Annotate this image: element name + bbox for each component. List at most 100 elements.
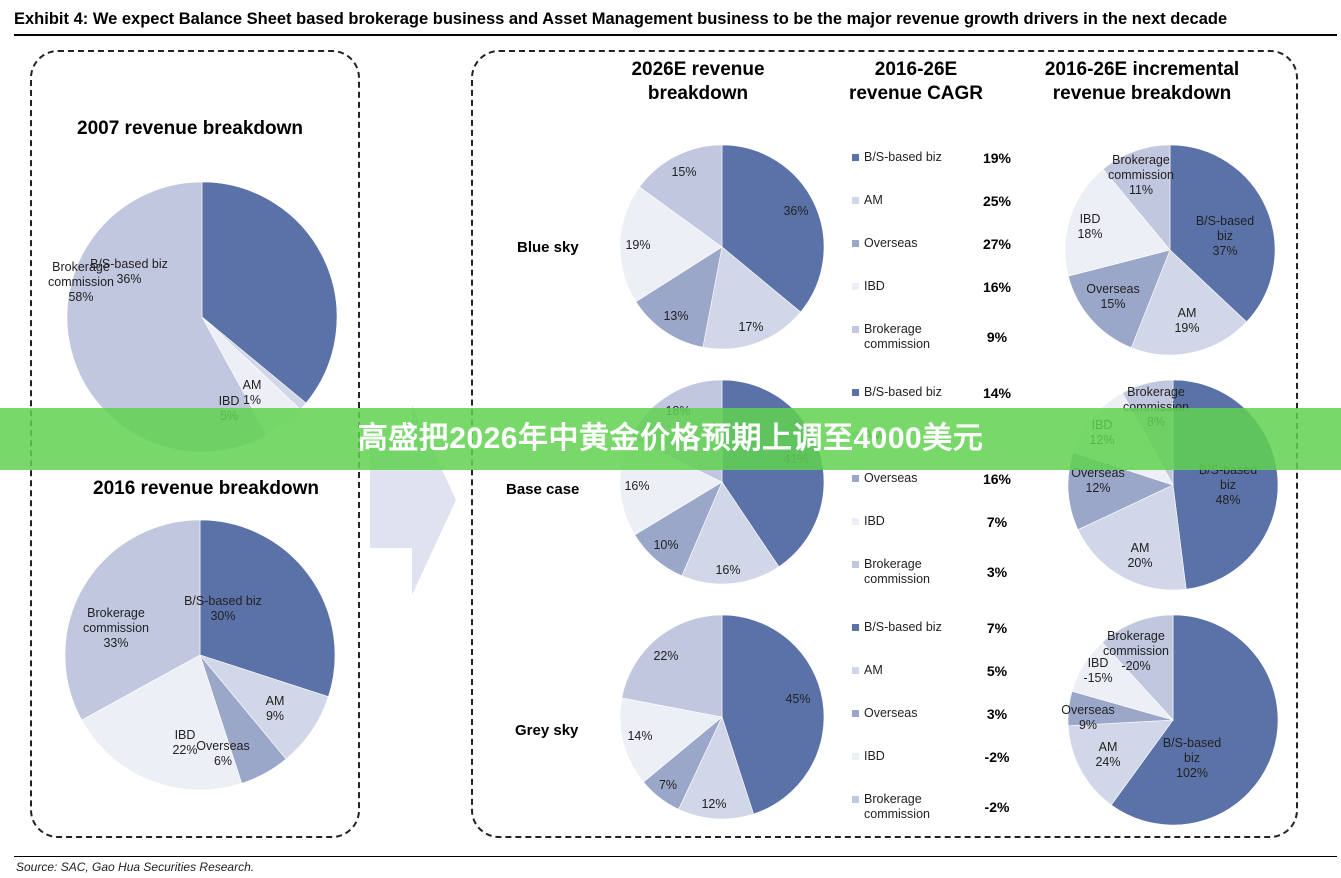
cagr-row-b-s-based-biz: B/S-based biz 14% (852, 385, 1042, 415)
cagr-row-value: 25% (982, 193, 1012, 209)
cagr-row-brokerage-commission: Brokerage commission 9% (852, 322, 1042, 352)
cagr-row-b-s-based-biz: B/S-based biz 19% (852, 150, 1042, 180)
title-rule (14, 34, 1337, 36)
pie-slice-ibd (619, 186, 723, 303)
cagr-row-value: 16% (982, 471, 1012, 487)
pie-chart-incremental-blue-sky: B/S-based biz 37% AM 19% Overseas 15% IBD 18%Bro… (1064, 144, 1276, 356)
pie-slice-label-ibd: IBD 22% (172, 728, 197, 757)
cagr-row-brokerage-commission: Brokerage commission -2% (852, 792, 1042, 822)
cagr-row-label: AM (864, 663, 883, 677)
scenario-label-blue-sky: Blue sky (517, 239, 579, 256)
pie-slice-am (1067, 719, 1174, 806)
pie-slice-label-brokerage: Brokerage commission 33% (83, 606, 149, 650)
cagr-row-am: AM 5% (852, 663, 1042, 693)
pie-slice-am (678, 716, 754, 820)
pie-chart-2026-blue-sky: 36% 17% 13% 19% 15% (619, 144, 825, 350)
cagr-row-value: 7% (986, 620, 1008, 636)
pie-slice-brokerage (639, 144, 723, 248)
pie-slice-brokerage (1101, 614, 1174, 721)
pie-slice-ibd (81, 654, 243, 791)
footer-rule (14, 856, 1337, 857)
pie-slice-label-brokerage: Brokerage commission 11% (1108, 153, 1174, 197)
pie-slice-label-overseas: 7% (659, 778, 677, 792)
pie-slice-overseas (1067, 249, 1171, 349)
pie-slice-label-am: AM 24% (1095, 740, 1120, 769)
pie-chart-incremental-grey-sky: B/S-based biz 102% AM 24% Overseas 9% IBD -15%Br… (1061, 614, 1279, 826)
header-incremental: 2016-26E incremental revenue breakdown (1044, 59, 1240, 104)
pie-slice-label-am: 16% (715, 563, 740, 577)
legend-swatch (852, 753, 859, 760)
cagr-row-label: IBD (864, 279, 885, 293)
pie-slice-brokerage (1102, 144, 1171, 251)
legend-swatch (852, 197, 859, 204)
pie-slice-label-bs: B/S-based biz 30% (184, 594, 262, 623)
legend-swatch (852, 518, 859, 525)
pie-slice-label-am: AM 20% (1127, 541, 1152, 570)
pie-slice-brokerage (64, 519, 201, 721)
pie-slice-am (681, 481, 780, 585)
pie-slice-bs (1110, 614, 1279, 826)
source-note: Source: SAC, Gao Hua Securities Research… (16, 860, 255, 874)
legend-swatch (852, 283, 859, 290)
cagr-row-value: 3% (986, 564, 1008, 580)
pie-slice-label-overseas: 13% (663, 309, 688, 323)
pie-slice-overseas (635, 246, 723, 348)
cagr-row-label: B/S-based biz (864, 150, 942, 164)
pie-slice-bs (201, 181, 338, 404)
cagr-row-am: AM 25% (852, 193, 1042, 223)
cagr-row-overseas: Overseas 27% (852, 236, 1042, 266)
cagr-row-overseas: Overseas 16% (852, 471, 1042, 501)
pie-slice-label-bs: B/S-based biz 37% (1196, 214, 1254, 258)
cagr-row-value: 9% (986, 329, 1008, 345)
legend-swatch (852, 389, 859, 396)
cagr-row-label: B/S-based biz (864, 385, 942, 399)
pie-slice-label-ibd: IBD 18% (1077, 212, 1102, 241)
pie-slice-label-brokerage: Brokerage commission -20% (1103, 629, 1169, 673)
news-banner: 高盛把2026年中黄金价格预期上调至4000美元 (0, 408, 1341, 470)
cagr-row-label: Overseas (864, 471, 918, 485)
cagr-row-label: Brokerage commission (864, 322, 930, 351)
pie-slice-ibd (1064, 168, 1171, 277)
cagr-row-value: -2% (984, 749, 1010, 765)
pie-slice-label-bs: B/S-based biz 36% (90, 257, 168, 286)
cagr-row-label: B/S-based biz (864, 620, 942, 634)
legend-swatch (852, 154, 859, 161)
cagr-row-label: Brokerage commission (864, 557, 930, 586)
cagr-row-value: 19% (982, 150, 1012, 166)
cagr-row-label: Brokerage commission (864, 792, 930, 821)
cagr-row-value: 14% (982, 385, 1012, 401)
pie-slice-am (702, 246, 802, 350)
legend-swatch (852, 667, 859, 674)
cagr-row-b-s-based-biz: B/S-based biz 7% (852, 620, 1042, 650)
cagr-row-ibd: IBD 16% (852, 279, 1042, 309)
header-cagr: 2016-26E revenue CAGR (848, 59, 984, 104)
pie-slice-label-bs: 45% (785, 692, 810, 706)
legend-swatch (852, 326, 859, 333)
pie-slice-bs (721, 144, 825, 313)
legend-swatch (852, 624, 859, 631)
cagr-row-label: IBD (864, 514, 885, 528)
pie-slice-label-overseas: Overseas 6% (196, 739, 250, 768)
pie-slice-bs (721, 614, 825, 815)
cagr-row-label: Overseas (864, 236, 918, 250)
pie-slice-label-am: 17% (738, 320, 763, 334)
cagr-row-value: 7% (986, 514, 1008, 530)
cagr-row-label: Overseas (864, 706, 918, 720)
pie-slice-label-am: AM 19% (1174, 306, 1199, 335)
cagr-row-brokerage-commission: Brokerage commission 3% (852, 557, 1042, 587)
legend-swatch (852, 240, 859, 247)
legend-swatch (852, 475, 859, 482)
pie-slice-bs (1169, 144, 1276, 323)
legend-swatch (852, 561, 859, 568)
pie-title-2016: 2016 revenue breakdown (93, 478, 319, 499)
pie-slice-label-bs: 36% (783, 204, 808, 218)
header-2026-breakdown: 2026E revenue breakdown (631, 59, 765, 104)
cagr-row-value: 3% (986, 706, 1008, 722)
cagr-row-label: AM (864, 193, 883, 207)
pie-slice-label-ibd: IBD -15% (1083, 656, 1112, 685)
pie-chart-2007: B/S-based biz36%AM1%IBD5%Brokeragecommis… (48, 181, 338, 453)
cagr-row-ibd: IBD 7% (852, 514, 1042, 544)
exhibit-title: Exhibit 4: We expect Balance Sheet based… (14, 10, 1228, 28)
pie-title-2007: 2007 revenue breakdown (77, 118, 303, 139)
cagr-row-value: 5% (986, 663, 1008, 679)
